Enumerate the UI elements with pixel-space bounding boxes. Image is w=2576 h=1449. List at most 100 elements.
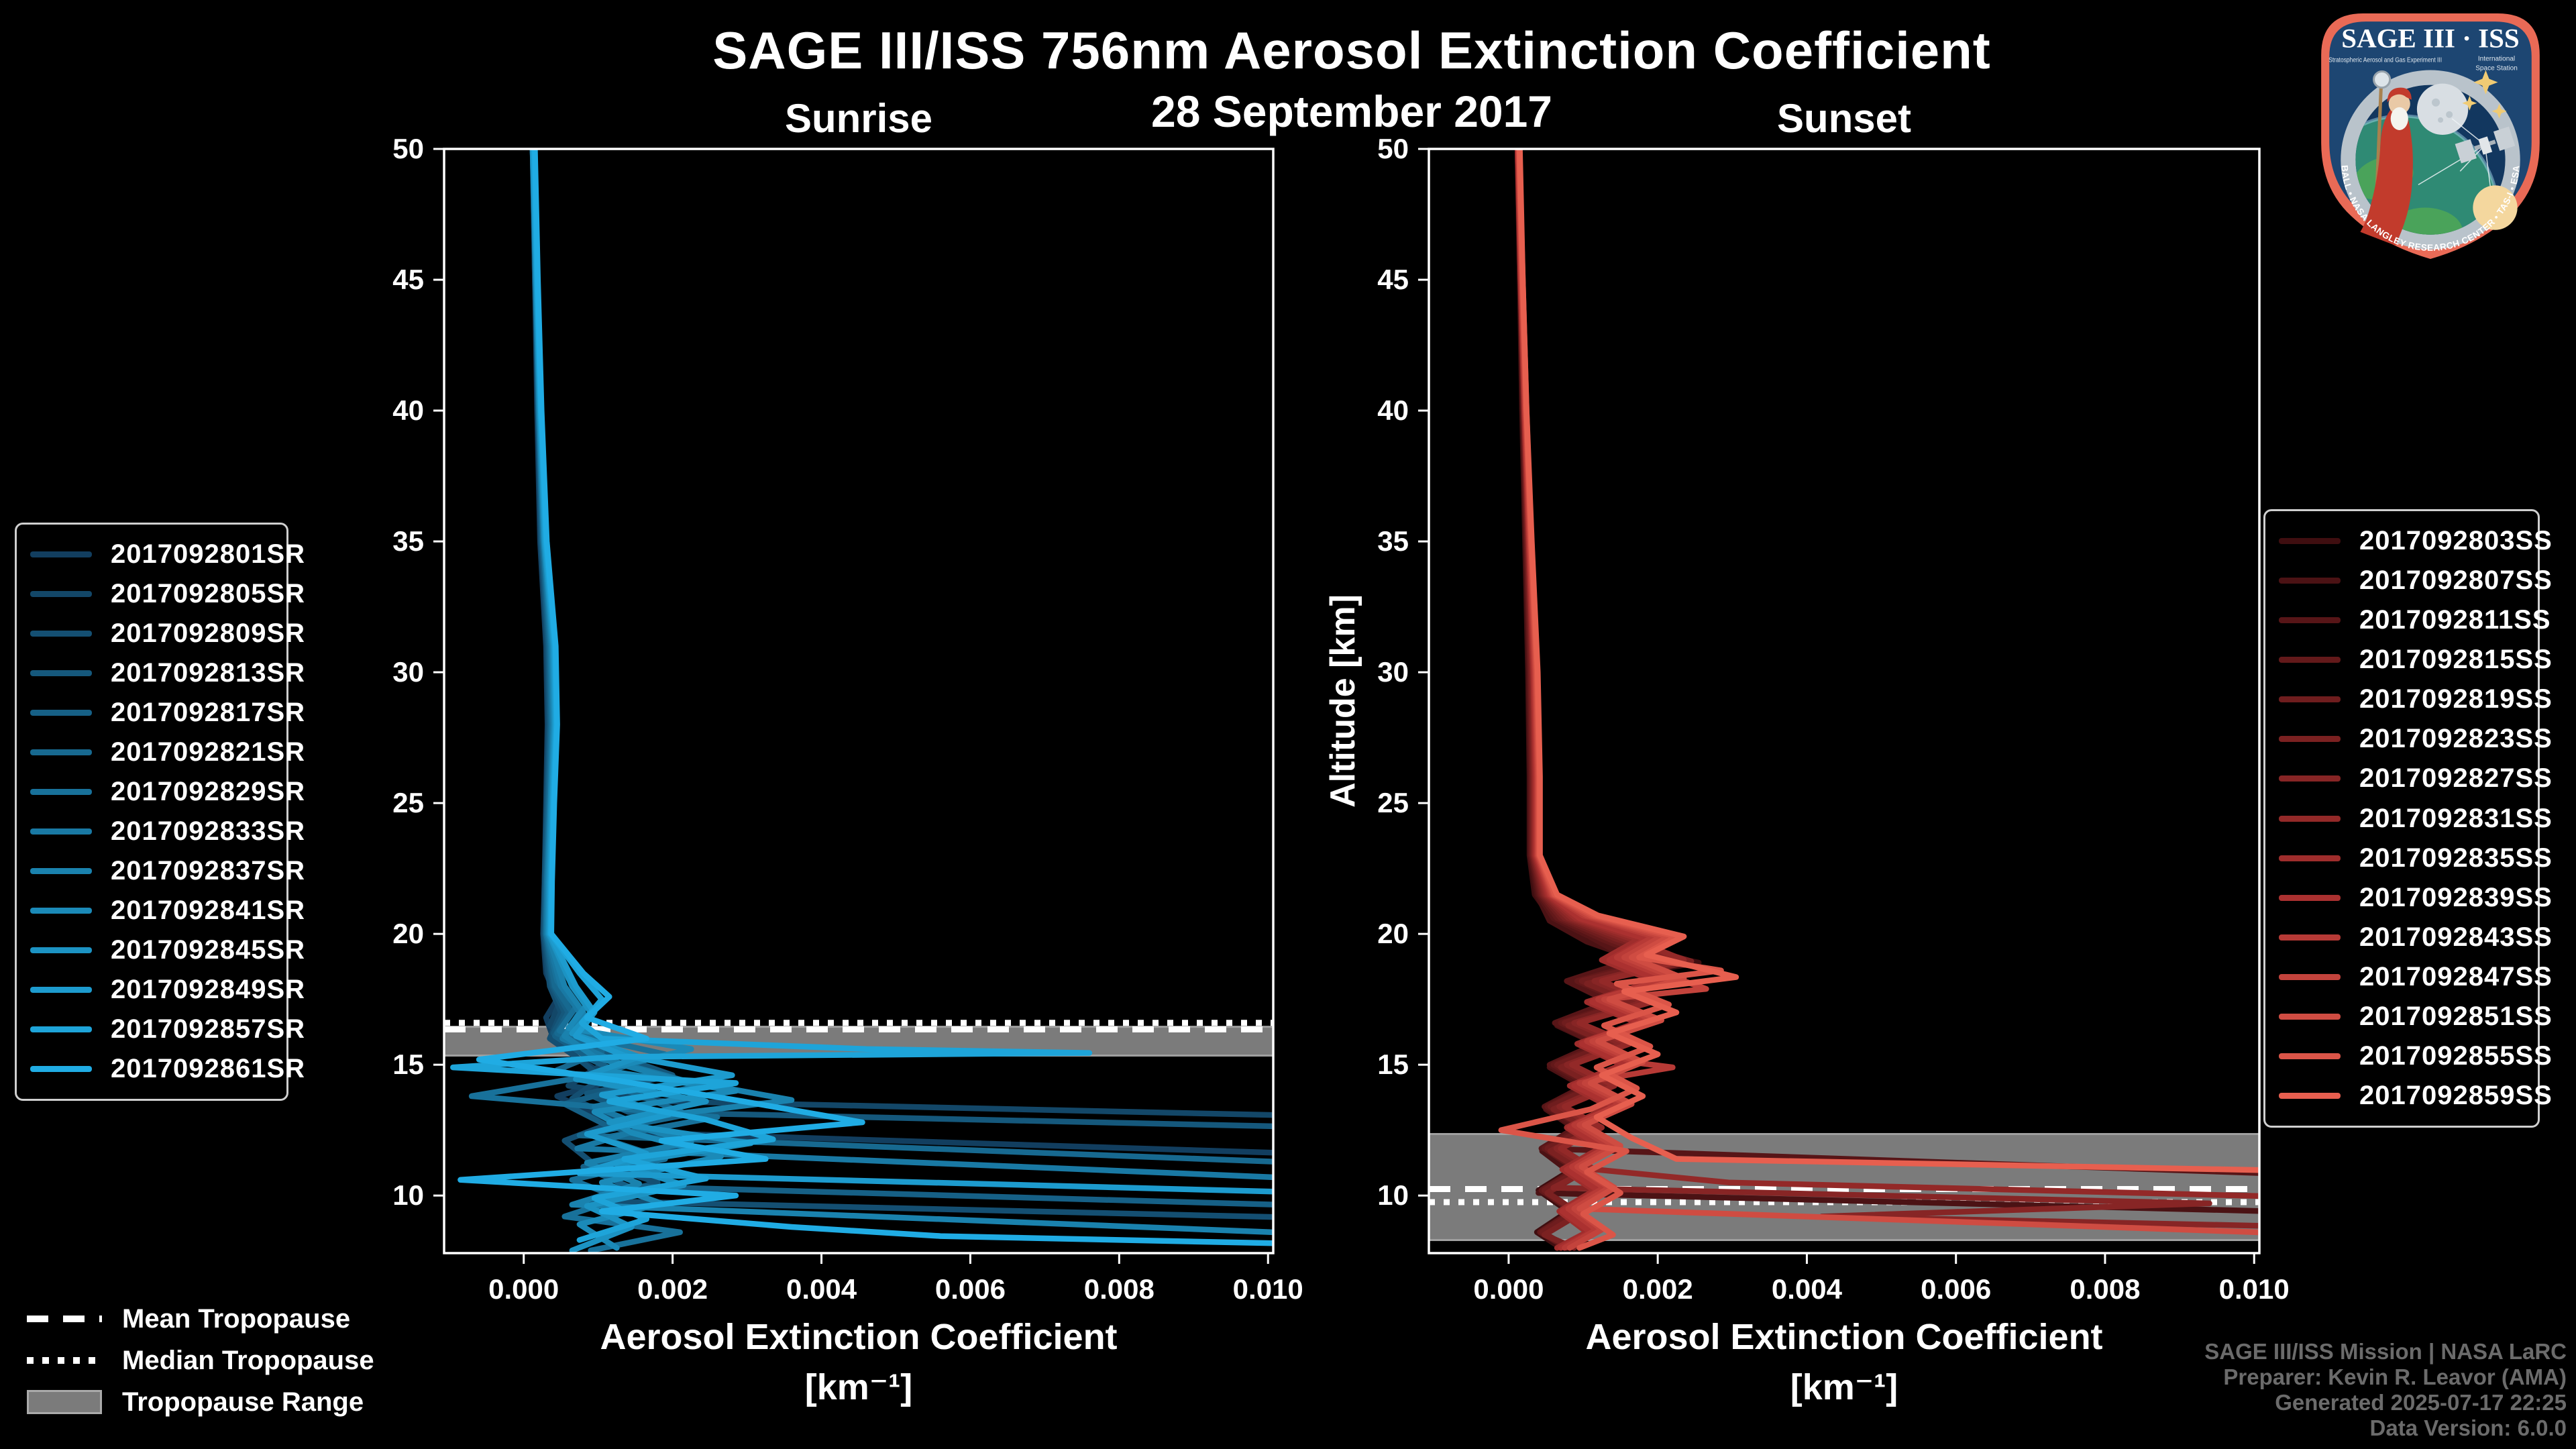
x-tick-label: 0.006 [935,1273,1006,1305]
sunset-panel-title: Sunset [1776,96,1912,141]
sage-iss-logo: SAGE III · ISS Stratospheric Aerosol and… [2321,13,2540,259]
legend-label: 2017092827SS [2359,763,2553,794]
legend-label: 2017092833SR [111,816,306,846]
y-tick-label: 40 [1377,394,1409,426]
legend-label: 2017092847SS [2359,961,2553,991]
legend-label: 2017092821SR [111,737,306,767]
x-tick-label: 0.008 [2070,1273,2140,1305]
legend-item-2017092809SR: 2017092809SR [30,619,305,649]
figure-icon [2360,70,2413,246]
legend-item-2017092849SR: 2017092849SR [30,975,305,1005]
legend-line-icon [30,591,92,597]
y-tick-label: 40 [392,394,424,426]
sunrise-x-axis-label: Aerosol Extinction Coefficient [600,1317,1118,1357]
legend-label: 2017092839SS [2359,882,2553,912]
y-tick-label: 30 [1377,656,1409,688]
mean-tropopause-label: Mean Tropopause [122,1303,351,1334]
y-tick-label: 35 [392,525,424,557]
legend-line-icon [2279,578,2341,584]
legend-line-icon [2279,973,2341,980]
legend-label: 2017092803SS [2359,526,2553,556]
legend-line-icon [2279,894,2341,901]
logo-subtitle-left: Stratospheric Aerosol and Gas Experiment… [2328,56,2442,64]
logo-subtitle-right-1: International [2478,55,2515,62]
x-tick-label: 0.006 [1921,1273,1991,1305]
legend-item-2017092861SR: 2017092861SR [30,1054,305,1084]
legend-label: 2017092859SS [2359,1080,2553,1110]
sunrise-x-axis-unit: [km⁻¹] [804,1367,913,1407]
legend-line-icon [2279,736,2341,743]
legend-line-icon [30,828,92,835]
y-tick-label: 15 [1377,1049,1409,1080]
legend-label: 2017092817SR [111,698,306,727]
legend-item-2017092803SS: 2017092803SS [2279,526,2552,556]
y-tick-label: 10 [1377,1179,1409,1211]
footer-mission: SAGE III/ISS Mission | NASA LaRC [2204,1339,2567,1364]
legend-line-icon [2279,1053,2341,1059]
legend-label: 2017092811SS [2359,605,2551,635]
logo-subtitle-right-2: Space Station [2475,64,2518,72]
legend-label: 2017092831SS [2359,803,2553,833]
legend-line-icon [2279,775,2341,782]
profile-line-2017092813SR [530,149,1273,1130]
legend-item-2017092855SS: 2017092855SS [2279,1041,2552,1071]
legend-label: 2017092857SR [111,1014,306,1044]
moon-crater [2438,117,2444,123]
legend-label: 2017092823SS [2359,724,2553,754]
legend-label: 2017092815SS [2359,645,2553,675]
legend-line-icon [2279,855,2341,861]
beard [2390,107,2408,130]
legend-item-2017092859SS: 2017092859SS [2279,1081,2552,1111]
legend-label: 2017092829SR [111,777,306,806]
legend-item-2017092839SS: 2017092839SS [2279,883,2552,913]
continent-shape [2387,207,2463,235]
robe [2360,102,2413,246]
star-icon [2473,70,2498,95]
legend-line-icon [30,670,92,676]
legend-line-icon [2279,1013,2341,1020]
footer-credits: SAGE III/ISS Mission | NASA LaRC Prepare… [2204,1339,2567,1441]
legend-label: 2017092819SS [2359,684,2553,714]
legend-label: 2017092835SS [2359,843,2553,873]
legend-item-2017092833SR: 2017092833SR [30,816,305,847]
hood [2387,87,2412,103]
legend-line-icon [30,908,92,914]
y-tick-label: 25 [1377,787,1409,818]
y-tick-label: 35 [1377,525,1409,557]
legend-line-icon [30,749,92,755]
y-tick-label: 25 [392,787,424,818]
legend-item-2017092841SR: 2017092841SR [30,896,305,926]
moon-icon [2416,83,2469,135]
legend-item-2017092817SR: 2017092817SR [30,698,305,728]
x-tick-label: 0.010 [1233,1273,1303,1305]
date-subtitle: 28 September 2017 [1150,87,1553,136]
legend-label: 2017092807SS [2359,566,2553,596]
staff-orb [2373,70,2392,89]
legend-item-2017092847SS: 2017092847SS [2279,962,2552,992]
sunrise-plot-area [444,149,1273,1253]
y-tick-label: 20 [1377,918,1409,949]
x-tick-label: 0.004 [1772,1273,1843,1305]
legend-item-2017092811SS: 2017092811SS [2279,605,2551,635]
legend-line-icon [30,868,92,874]
legend-item-2017092837SR: 2017092837SR [30,856,305,886]
legend-label: 2017092809SR [111,619,306,648]
y-tick-label: 45 [392,264,424,295]
legend-label: 2017092855SS [2359,1040,2553,1071]
logo-title: SAGE III · ISS [2341,23,2519,53]
footer-generated: Generated 2025-07-17 22:25 [2275,1390,2567,1415]
sunset-x-axis-unit: [km⁻¹] [1790,1367,1898,1407]
sun-icon [2473,185,2518,230]
legend-item-2017092819SS: 2017092819SS [2279,684,2552,714]
x-tick-label: 0.004 [786,1273,857,1305]
tropopause-range-label: Tropopause Range [122,1387,364,1417]
legend-line-icon [2279,538,2341,545]
star-icon [2491,103,2507,119]
legend-label: 2017092813SR [111,658,306,688]
profile-line-2017092851SS [1516,149,2259,1236]
sunset-plot: 0.000 0.002 0.004 0.006 0.008 0.010 10 15 20 25 30… [1377,133,2289,1305]
legend-label: 2017092801SR [111,539,306,569]
median-tropopause-label: Median Tropopause [122,1345,374,1375]
y-tick-label: 50 [1377,133,1409,164]
y-tick-label: 10 [392,1179,424,1211]
